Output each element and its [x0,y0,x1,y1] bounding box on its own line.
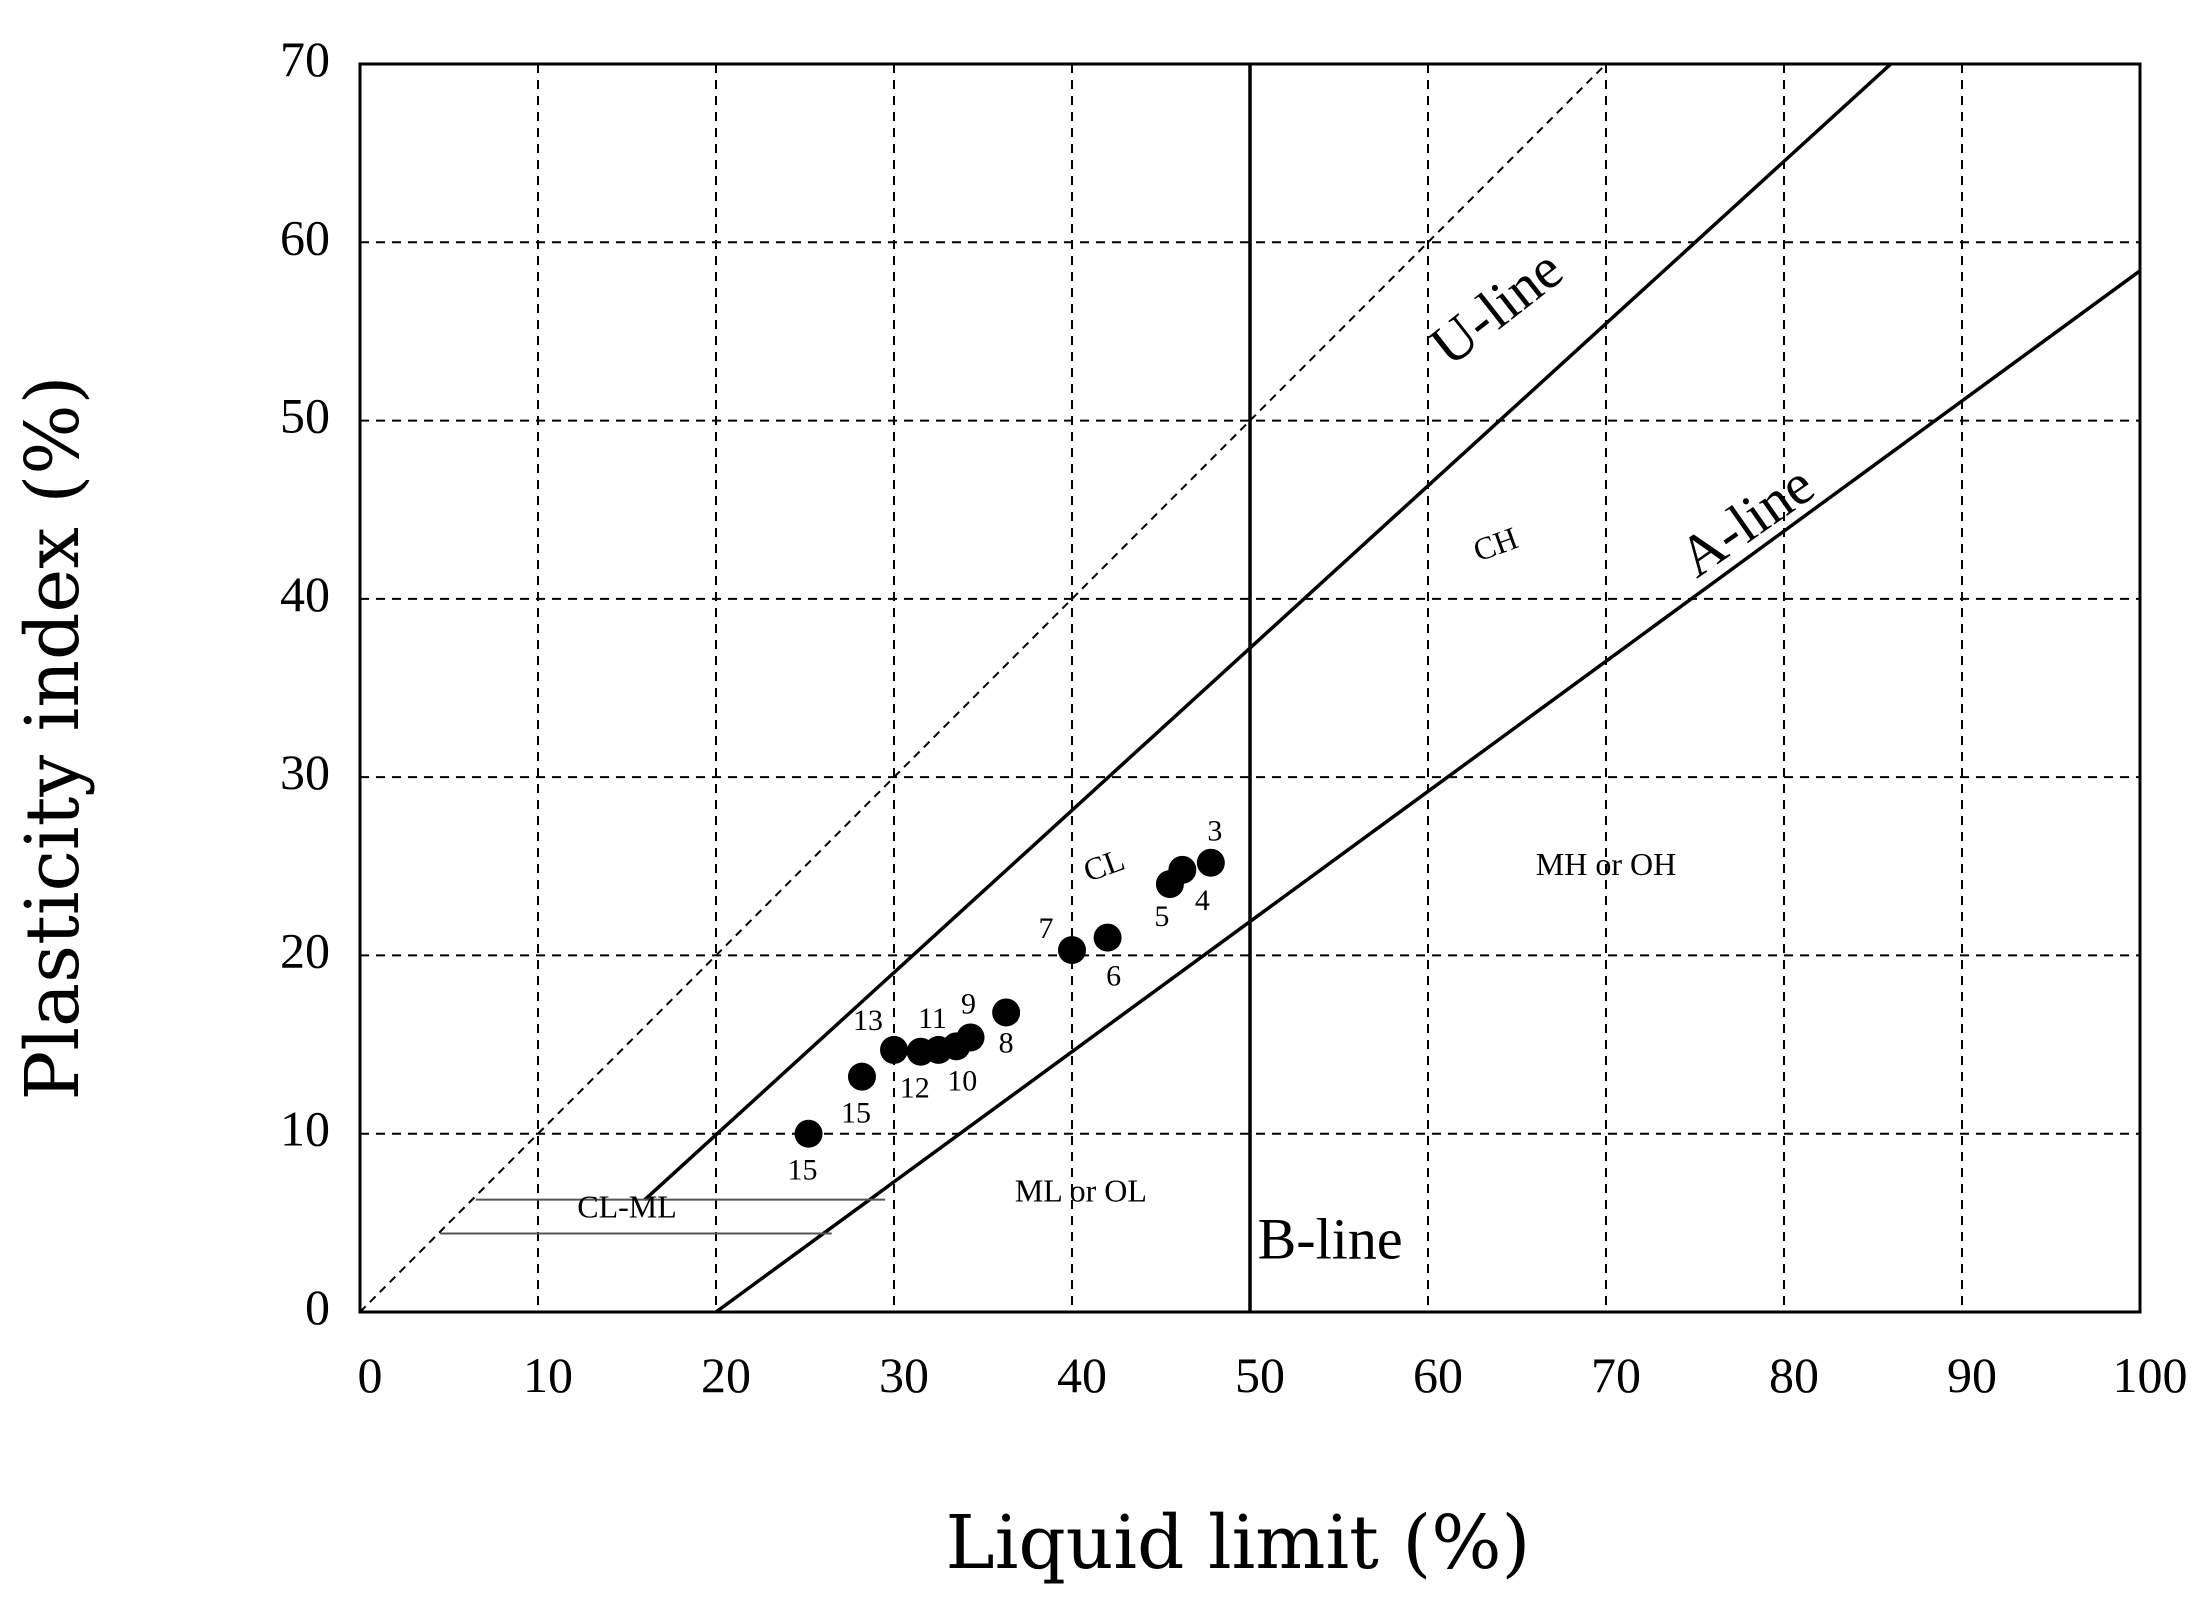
data-point [847,1062,876,1091]
point-label: 15 [788,1154,818,1187]
y-axis-ticks: 0 10 20 30 40 50 60 70 [280,31,330,1335]
point-label: 8 [999,1026,1014,1059]
zone-label: CH [1468,519,1522,568]
x-tick-label: 100 [2113,1347,2188,1403]
data-point [1058,936,1086,965]
y-tick-label: 70 [280,31,330,87]
x-tick-label: 40 [1057,1347,1107,1403]
zone-label: MH or OH [1536,846,1676,882]
x-axis-title: Liquid limit (%) [946,1500,1531,1586]
point-label: 7 [1039,912,1054,945]
data-point [956,1023,985,1052]
u-line [643,62,1892,1201]
line-label: A-line [1667,451,1826,589]
cl-ml-band [440,1198,886,1235]
x-tick-label: 0 [358,1347,383,1403]
point-label: 10 [947,1064,977,1097]
point-label: 4 [1195,884,1210,917]
y-tick-label: 60 [280,209,330,265]
point-label: 3 [1207,815,1222,848]
y-tick-label: 20 [280,922,330,978]
plot-frame [358,62,2142,1314]
y-tick-label: 30 [280,744,330,800]
data-point [1196,848,1225,877]
data-point [1168,855,1197,884]
point-label: 11 [918,1002,947,1035]
reference-lines [359,62,2142,1314]
x-tick-label: 80 [1769,1347,1819,1403]
zone-label: CL [1078,841,1129,889]
x-axis-ticks: 0 10 20 30 40 50 60 70 80 90 100 [358,1347,2188,1403]
point-label: 13 [853,1004,883,1037]
data-point [992,998,1021,1027]
x-tick-label: 50 [1235,1347,1285,1403]
line-label: B-line [1258,1207,1403,1272]
zone-label: ML or OL [1015,1172,1147,1208]
x-tick-label: 60 [1413,1347,1463,1403]
y-tick-label: 0 [305,1279,330,1335]
y-tick-label: 40 [280,566,330,622]
point-label: 9 [961,987,976,1020]
point-label: 12 [900,1072,930,1105]
line-label: U-line [1418,236,1575,378]
zone-label: CL-ML [577,1189,677,1225]
point-label: 15 [841,1097,871,1130]
point-label: 6 [1106,960,1121,993]
point-label: 5 [1154,900,1169,933]
y-axis-title: Plasticity index (%) [10,376,96,1101]
x-tick-label: 30 [879,1347,929,1403]
x-tick-label: 10 [523,1347,573,1403]
data-point [880,1035,908,1064]
data-point [1093,923,1122,952]
x-tick-label: 20 [701,1347,751,1403]
chart-labels: U-line A-line B-line CH CL MH or OH ML or OL CL… [577,236,1825,1272]
a-line [714,269,2142,1314]
data-point [794,1119,823,1148]
x-tick-label: 90 [1947,1347,1997,1403]
x-tick-label: 70 [1591,1347,1641,1403]
y-tick-label: 10 [280,1101,330,1157]
y-tick-label: 50 [280,388,330,444]
equality-line [359,63,1607,1313]
